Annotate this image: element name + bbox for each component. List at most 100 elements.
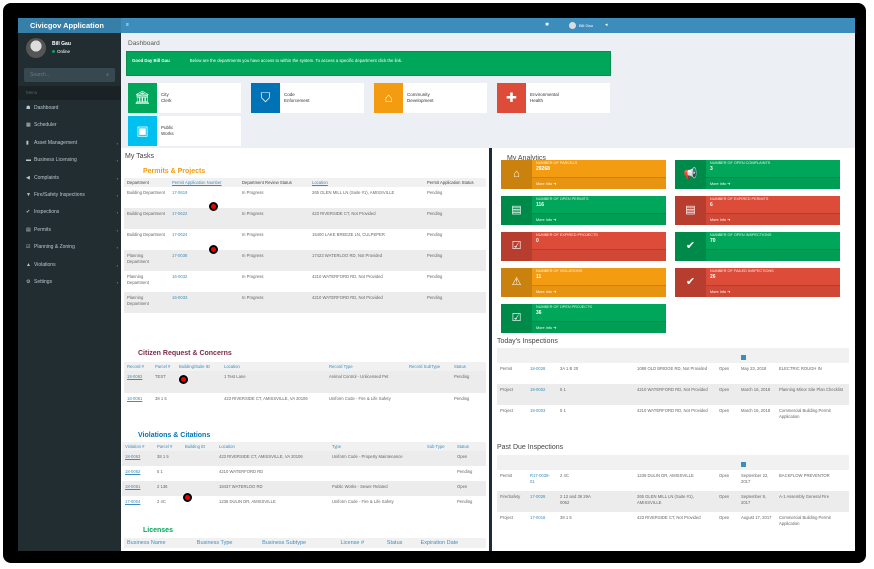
- home-icon: ⌂: [374, 83, 403, 113]
- gear-icon[interactable]: ✱: [545, 22, 550, 28]
- marker-dot: [183, 493, 192, 502]
- search-icon[interactable]: ⌕: [106, 72, 109, 78]
- sidebar-item-violations[interactable]: ▲ Violations ‹: [18, 257, 121, 274]
- department-label[interactable]: Environmental Health: [530, 92, 600, 104]
- department-tile[interactable]: ✚ Environmental Health: [497, 83, 610, 113]
- sidebar-item-fire-safety-inspections[interactable]: ▼ Fire/Safety Inspections ‹: [18, 187, 121, 204]
- table-cell: March 16, 2018: [741, 408, 771, 413]
- record-link[interactable]: 17-0026: [527, 491, 557, 512]
- more-info-link[interactable]: More Info ➜: [532, 285, 666, 297]
- table-cell: [602, 512, 634, 533]
- topbar-avatar[interactable]: [569, 22, 576, 29]
- record-link[interactable]: 16-0033: [169, 292, 239, 313]
- department-tile[interactable]: ▣ Public Works: [128, 116, 241, 146]
- table-cell: Planning Minor Site Plan Checklist: [776, 384, 849, 405]
- column-header: [557, 455, 602, 470]
- bullhorn-icon: 📢: [675, 160, 706, 189]
- chevron-left-icon: ‹: [116, 262, 118, 268]
- department-name-line: Code: [284, 92, 295, 97]
- record-link[interactable]: 18-0062: [125, 469, 141, 474]
- sidebar-item-planning-zoning[interactable]: ☑ Planning & Zoning ‹: [18, 239, 121, 256]
- more-info-link[interactable]: [706, 249, 840, 261]
- fire-extinguisher-icon: ▼: [26, 191, 31, 198]
- record-link[interactable]: 18-0063: [122, 451, 154, 466]
- hamburger-icon[interactable]: ≡: [126, 22, 129, 28]
- table-row: 18-0062 5 1 4210 WATERFORD RD Pending: [122, 466, 486, 481]
- more-info-label: More Info: [536, 326, 553, 330]
- table-cell: [182, 451, 216, 466]
- record-link[interactable]: R17-0038-01: [530, 473, 550, 484]
- table-cell: Pending: [424, 250, 486, 271]
- more-info-link[interactable]: More Info ➜: [532, 213, 666, 225]
- avatar: [26, 38, 46, 58]
- sidebar-item-scheduler[interactable]: ▦ Scheduler: [18, 117, 121, 134]
- top-navbar: ≡ ✱ Bill Gau ◂: [121, 18, 855, 33]
- box-value: 3: [710, 166, 713, 172]
- gears-icon: ⚙: [26, 278, 31, 285]
- table-cell: [176, 393, 221, 415]
- table-cell: Uniform Code - Fire & Life Safety: [329, 396, 391, 401]
- signout-icon[interactable]: ◂: [605, 22, 608, 28]
- column-header[interactable]: Location: [312, 180, 328, 185]
- column-header[interactable]: Permit Application Number: [172, 180, 222, 185]
- table-cell: 423 RIVERSIDE CT, Not Provided: [637, 515, 701, 520]
- record-link[interactable]: 18-0061: [127, 396, 143, 401]
- column-header: Location: [219, 444, 235, 449]
- table-cell: 38 1 5: [154, 451, 182, 466]
- record-link[interactable]: 17-0622: [169, 208, 239, 229]
- record-link[interactable]: 16-0032: [172, 274, 188, 279]
- sidebar-search-input[interactable]: Search... ⌕: [24, 68, 115, 82]
- sidebar-item-complaints[interactable]: ◀ Complaints ‹: [18, 170, 121, 187]
- department-tile[interactable]: ⌂ Community Development: [374, 83, 487, 113]
- table-cell: In Progress: [239, 250, 309, 271]
- more-info-link[interactable]: More Info ➜: [706, 177, 840, 189]
- table-cell: Animal Control - Unlicensed Pet: [326, 371, 406, 393]
- record-link[interactable]: 17-0619: [172, 190, 188, 195]
- more-info-link[interactable]: More Info ➜: [532, 177, 666, 189]
- licenses-table: Business Name Business Type Business Subty…: [124, 538, 486, 548]
- sort-icon[interactable]: [741, 462, 746, 467]
- record-link[interactable]: 17-0016: [530, 515, 546, 520]
- menu-header: Menu: [18, 86, 121, 100]
- more-info-link[interactable]: [532, 249, 666, 261]
- chevron-left-icon: ‹: [116, 158, 118, 164]
- table-cell: Planning Department: [124, 292, 169, 313]
- sidebar-item-business-licensing[interactable]: ▬ Business Licensing ‹: [18, 152, 121, 169]
- record-link[interactable]: 17-0624: [172, 232, 188, 237]
- my-tasks-panel: My Tasks Permits & Projects Department Pe…: [121, 148, 489, 551]
- sidebar-item-permits[interactable]: ▤ Permits ‹: [18, 222, 121, 239]
- table-cell: Pending: [424, 292, 486, 313]
- analytics-title: My Analytics: [507, 155, 546, 162]
- record-link[interactable]: 18-0061: [122, 481, 154, 496]
- table-cell: September 22, 2017: [741, 473, 769, 484]
- table-cell: March 16, 2018: [738, 384, 776, 405]
- more-info-link[interactable]: More Info ➜: [532, 321, 666, 333]
- sort-icon[interactable]: [741, 355, 746, 360]
- topbar-user-name[interactable]: Bill Gau: [579, 23, 594, 28]
- table-header-row: Record # Parcel # Building/Suite ID Locatio…: [124, 362, 486, 371]
- sidebar-item-asset-management[interactable]: ▮ Asset Management ‹: [18, 135, 121, 152]
- more-info-link[interactable]: More Info ➜: [706, 213, 840, 225]
- record-link[interactable]: 17-0036: [169, 250, 239, 271]
- arrow-circle-right-icon: ➜: [552, 326, 557, 330]
- sidebar-item-inspections[interactable]: ✔ Inspections ‹: [18, 204, 121, 221]
- record-link[interactable]: 18-0026: [530, 366, 546, 371]
- record-link[interactable]: 18-0002: [527, 384, 557, 405]
- more-info-link[interactable]: More Info ➜: [706, 285, 840, 297]
- record-link[interactable]: 18-0062: [124, 371, 152, 393]
- more-info-label: More Info: [710, 290, 727, 294]
- table-row: Building Department 17-0624 In Progress 154…: [124, 229, 486, 250]
- banner-message: Below are the departments you have acces…: [189, 58, 403, 63]
- box-label: NUMBER OF PARCELS: [536, 161, 578, 165]
- department-label[interactable]: Code Enforcement: [284, 92, 354, 104]
- department-tile[interactable]: ⛉ Code Enforcement: [251, 83, 364, 113]
- record-link[interactable]: 17-0004: [125, 499, 141, 504]
- sidebar-item-settings[interactable]: ⚙ Settings ‹: [18, 274, 121, 291]
- arrow-circle-right-icon: ➜: [552, 218, 557, 222]
- department-label[interactable]: City Clerk: [161, 92, 231, 104]
- department-tile[interactable]: 🏛 City Clerk: [128, 83, 241, 113]
- department-label[interactable]: Community Development: [407, 92, 477, 104]
- sidebar-item-dashboard[interactable]: ☗ Dashboard: [18, 100, 121, 117]
- department-label[interactable]: Public Works: [161, 125, 231, 137]
- record-link[interactable]: 18-0003: [530, 408, 546, 413]
